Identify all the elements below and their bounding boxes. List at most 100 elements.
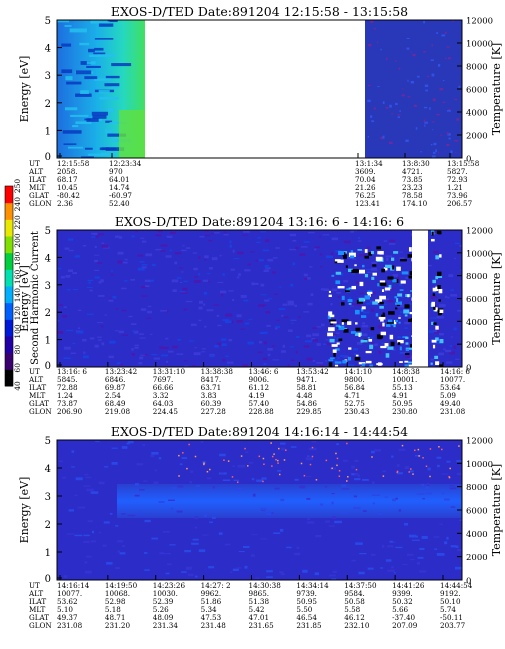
ephemeris-value: 14:41:26 — [392, 581, 425, 590]
y-right-tick-label: 6000 — [466, 86, 488, 96]
ephemeris-value: 3.32 — [153, 391, 169, 400]
y-tick-label: 3 — [45, 281, 51, 292]
ephemeris-value: 14:37:50 — [344, 581, 377, 590]
y-right-tick-label: 12000 — [466, 227, 493, 237]
ephemeris-row-label: MLT — [29, 391, 46, 400]
ephemeris-value: 53.62 — [57, 597, 78, 606]
ephemeris-value: 9800. — [344, 375, 365, 384]
ephemeris-value: 58.81 — [296, 383, 317, 392]
y-right-tick-label: 2000 — [466, 132, 488, 142]
ephemeris-value: 2.54 — [105, 391, 121, 400]
y-tick-label: 0 — [45, 574, 51, 585]
colorbar-tick-label: 100 — [13, 324, 22, 339]
colorbar-tick-label: 250 — [13, 179, 22, 194]
ephemeris-value: 53.64 — [440, 383, 461, 392]
y-tick-label: 3 — [45, 71, 51, 82]
ephemeris-value: 1.24 — [57, 391, 73, 400]
ephemeris-value: 50.58 — [344, 597, 365, 606]
ephemeris-value: 4.19 — [249, 391, 265, 400]
ephemeris-value: -60.97 — [109, 191, 132, 200]
ephemeris-value: 52.40 — [109, 199, 130, 208]
y-axis-label: Energy [eV] — [18, 265, 31, 332]
ephemeris-value: 68.17 — [57, 175, 78, 184]
ephemeris-value: 10077. — [440, 375, 465, 384]
ephemeris-value: 4.48 — [296, 391, 312, 400]
y-tick-label: 5 — [45, 436, 51, 447]
ephemeris-value: 60.39 — [201, 399, 222, 408]
y-right-axis-label: Temperature [K] — [490, 252, 503, 344]
ephemeris-value: 5827. — [447, 167, 468, 176]
colorbar-tick-label: 180 — [13, 251, 22, 266]
ephemeris-value: 13:53:42 — [296, 367, 328, 376]
panel-2: EXOS-D/TED Date:891204 13:16: 6 - 14:16:… — [18, 214, 503, 416]
ephemeris-value: 123.41 — [355, 199, 380, 208]
ephemeris-row-label: MLT — [29, 183, 46, 192]
ephemeris-value: 10.45 — [57, 183, 78, 192]
y-right-tick-label: 2000 — [466, 553, 488, 563]
ephemeris-value: 230.80 — [392, 407, 418, 416]
ephemeris-value: 9962. — [201, 589, 222, 598]
ephemeris-value: 52.98 — [105, 597, 126, 606]
ephemeris-value: 5.26 — [153, 605, 169, 614]
ephemeris-value: 8417. — [201, 375, 222, 384]
ephemeris-value: 231.08 — [57, 621, 83, 630]
ephemeris-value: 14:23:26 — [153, 581, 186, 590]
ephemeris-value: 14:16:14 — [57, 581, 90, 590]
panel-title: EXOS-D/TED Date:891204 14:16:14 - 14:44:… — [111, 424, 408, 439]
y-tick-label: 1 — [45, 126, 51, 137]
y-right-tick-label: 8000 — [466, 272, 488, 282]
ephemeris-value: 4721. — [402, 167, 423, 176]
ephemeris-value: 5.74 — [440, 605, 456, 614]
ephemeris-row-label: GLAT — [29, 613, 49, 622]
ephemeris-value: 231.20 — [105, 621, 131, 630]
ephemeris-value: 2058. — [57, 167, 78, 176]
y-right-tick-label: 4000 — [466, 109, 488, 119]
ephemeris-value: 72.88 — [57, 383, 78, 392]
ephemeris-value: 14:1:10 — [344, 367, 372, 376]
ephemeris-value: 231.34 — [153, 621, 179, 630]
y-right-tick-label: 4000 — [466, 530, 488, 540]
ephemeris-value: 51.38 — [249, 597, 270, 606]
ephemeris-value: 231.48 — [201, 621, 227, 630]
ephemeris-row-label: GLAT — [29, 399, 49, 408]
y-tick-label: 1 — [45, 548, 51, 559]
panel-title: EXOS-D/TED Date:891204 13:16: 6 - 14:16:… — [115, 214, 404, 229]
y-right-tick-label: 0 — [466, 155, 471, 165]
y-right-tick-label: 8000 — [466, 63, 488, 73]
ephemeris-value: -37.40 — [392, 613, 415, 622]
panel-title: EXOS-D/TED Date:891204 12:15:58 - 13:15:… — [111, 4, 408, 19]
ephemeris-value: 5.34 — [201, 605, 217, 614]
y-right-tick-label: 4000 — [466, 318, 488, 328]
y-tick-label: 1 — [45, 336, 51, 347]
ephemeris-row-label: UT — [29, 159, 40, 168]
ephemeris-value: 64.01 — [109, 175, 130, 184]
panel-1: EXOS-D/TED Date:891204 12:15:58 - 13:15:… — [18, 4, 503, 208]
ephemeris-value: 10030. — [153, 589, 178, 598]
ephemeris-value: 23.23 — [402, 183, 423, 192]
y-tick-label: 2 — [45, 308, 51, 319]
ephemeris-value: 70.04 — [355, 175, 376, 184]
colorbar-tick-label: 220 — [13, 215, 22, 230]
ephemeris-value: 73.96 — [447, 191, 468, 200]
ephemeris-value: 5.42 — [249, 605, 265, 614]
ephemeris-value: 13:46: 6 — [249, 367, 279, 376]
y-right-axis-label: Temperature [K] — [490, 43, 503, 135]
ephemeris-row-label: ALT — [28, 375, 43, 384]
y-right-tick-label: 12000 — [466, 17, 493, 27]
ephemeris-value: 1.21 — [447, 183, 463, 192]
colorbar-label: Second Harmonic Current — [30, 231, 41, 365]
ephemeris-value: 13:1:34 — [355, 159, 383, 168]
colorbar-tick-label: 60 — [13, 363, 22, 373]
ephemeris-value: 50.32 — [392, 597, 413, 606]
y-right-tick-label: 6000 — [466, 295, 488, 305]
ephemeris-value: 51.86 — [201, 597, 222, 606]
ephemeris-value: 9584. — [344, 589, 365, 598]
ephemeris-value: 14:19:50 — [105, 581, 138, 590]
ephemeris-value: 2.36 — [57, 199, 73, 208]
ephemeris-value: 174.10 — [402, 199, 428, 208]
colorbar: 40 60 80 100 120 140 160 180 200 220 240 250 Second … — [4, 179, 41, 391]
ephemeris-row-label: GLON — [29, 199, 52, 208]
ephemeris-value: 13:16: 6 — [57, 367, 87, 376]
ephemeris-value: 232.10 — [344, 621, 370, 630]
